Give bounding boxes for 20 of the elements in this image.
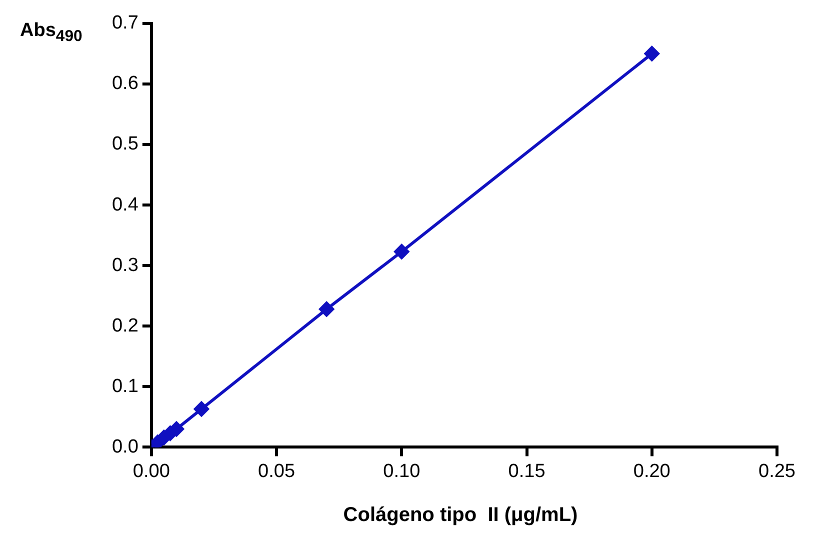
y-tick-label: 0.1 xyxy=(112,376,138,397)
x-tick-label: 0.00 xyxy=(132,460,170,482)
y-tick-label: 0.6 xyxy=(112,73,138,94)
x-tick-label: 0.20 xyxy=(633,460,670,482)
y-tick-label: 0.5 xyxy=(112,134,138,155)
point xyxy=(394,244,410,260)
point xyxy=(194,402,209,417)
x-tick-label: 0.15 xyxy=(508,460,546,482)
y-tick-label: 0.2 xyxy=(112,315,138,336)
y-axis-title: Abs$_{490}$ xyxy=(20,20,82,46)
y-tick-label: 0.0 xyxy=(112,436,138,458)
y-tick-label: 0.7 xyxy=(112,12,138,34)
x-tick-label: 0.05 xyxy=(258,460,296,482)
x-axis-title: Colágeno tipo II (μg/mL) xyxy=(342,504,579,527)
point xyxy=(319,302,334,317)
y-tick-label: 0.4 xyxy=(112,194,139,216)
point xyxy=(644,46,660,62)
x-tick-label: 0.10 xyxy=(383,460,420,482)
x-tick-label: 0.25 xyxy=(758,460,796,482)
y-tick-label: 0.3 xyxy=(112,254,138,276)
